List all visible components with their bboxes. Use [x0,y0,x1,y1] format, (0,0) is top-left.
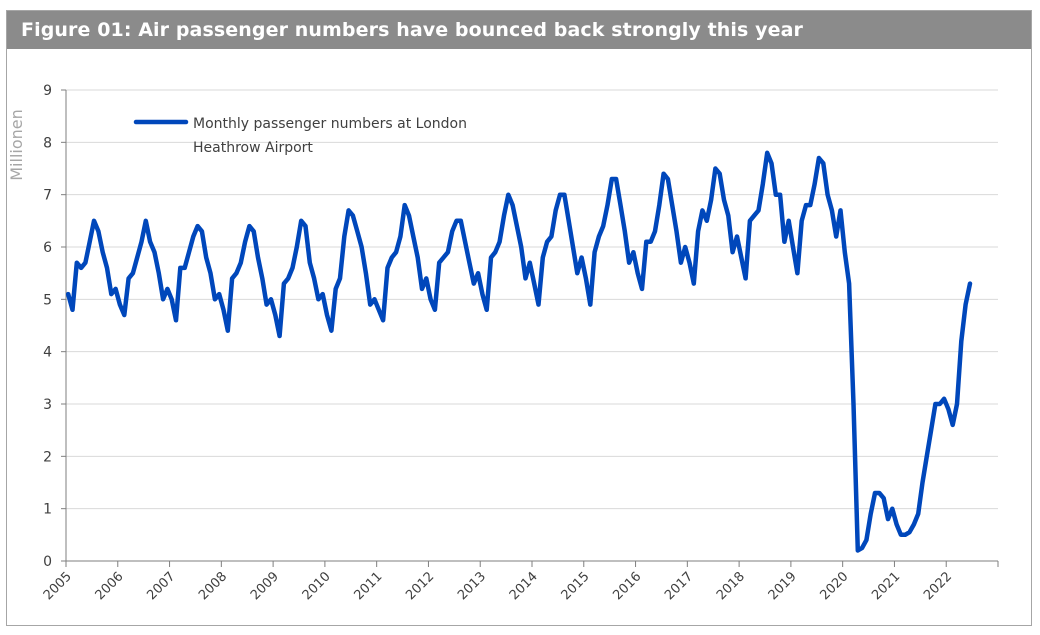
x-tick-label: 2008 [196,569,230,603]
x-tick-label: 2012 [403,569,437,603]
x-tick-label: 2021 [869,569,903,603]
y-tick-label: 6 [43,240,52,256]
x-tick-label: 2010 [300,569,334,603]
x-tick-label: 2006 [93,569,127,603]
x-tick-label: 2009 [248,569,282,603]
y-tick-label: 8 [43,135,52,151]
legend-label: Monthly passenger numbers at London Heath… [193,116,467,156]
y-tick-label: 4 [43,345,52,361]
y-tick-label: 1 [43,502,52,518]
x-tick-label: 2014 [507,569,541,603]
x-tick-label: 2018 [714,569,748,603]
title-bar: Figure 01: Air passenger numbers have bo… [7,11,1031,49]
y-tick-label: 7 [43,188,52,204]
y-tick-label: 3 [43,397,52,413]
y-axis: 0 1 2 3 4 5 6 7 8 9 [43,83,67,570]
y-tick-label: 9 [43,83,52,99]
x-tick-label: 2005 [41,569,75,603]
gridlines [66,89,998,510]
series-layer [65,150,973,553]
series-line-0 [65,150,973,553]
x-tick-label: 2011 [351,569,385,603]
x-tick-label: 2007 [144,569,178,603]
y-tick-label: 5 [43,292,52,308]
y-axis-label: Millionen [7,109,26,181]
y-tick-label: 2 [43,449,52,465]
y-tick-label: 0 [43,554,52,570]
x-tick-label: 2017 [662,569,696,603]
legend: Monthly passenger numbers at London Heath… [133,116,467,156]
x-tick-label: 2020 [817,569,851,603]
x-tick-label: 2015 [559,569,593,603]
chart-title: Figure 01: Air passenger numbers have bo… [21,19,804,41]
x-tick-label: 2013 [455,569,489,603]
x-axis: 2005 2006 2007 2008 2009 2010 2011 2012 2013 2014… [41,560,999,603]
x-tick-label: 2016 [610,569,644,603]
x-tick-label: 2022 [921,569,955,603]
x-tick-label: 2019 [766,569,800,603]
